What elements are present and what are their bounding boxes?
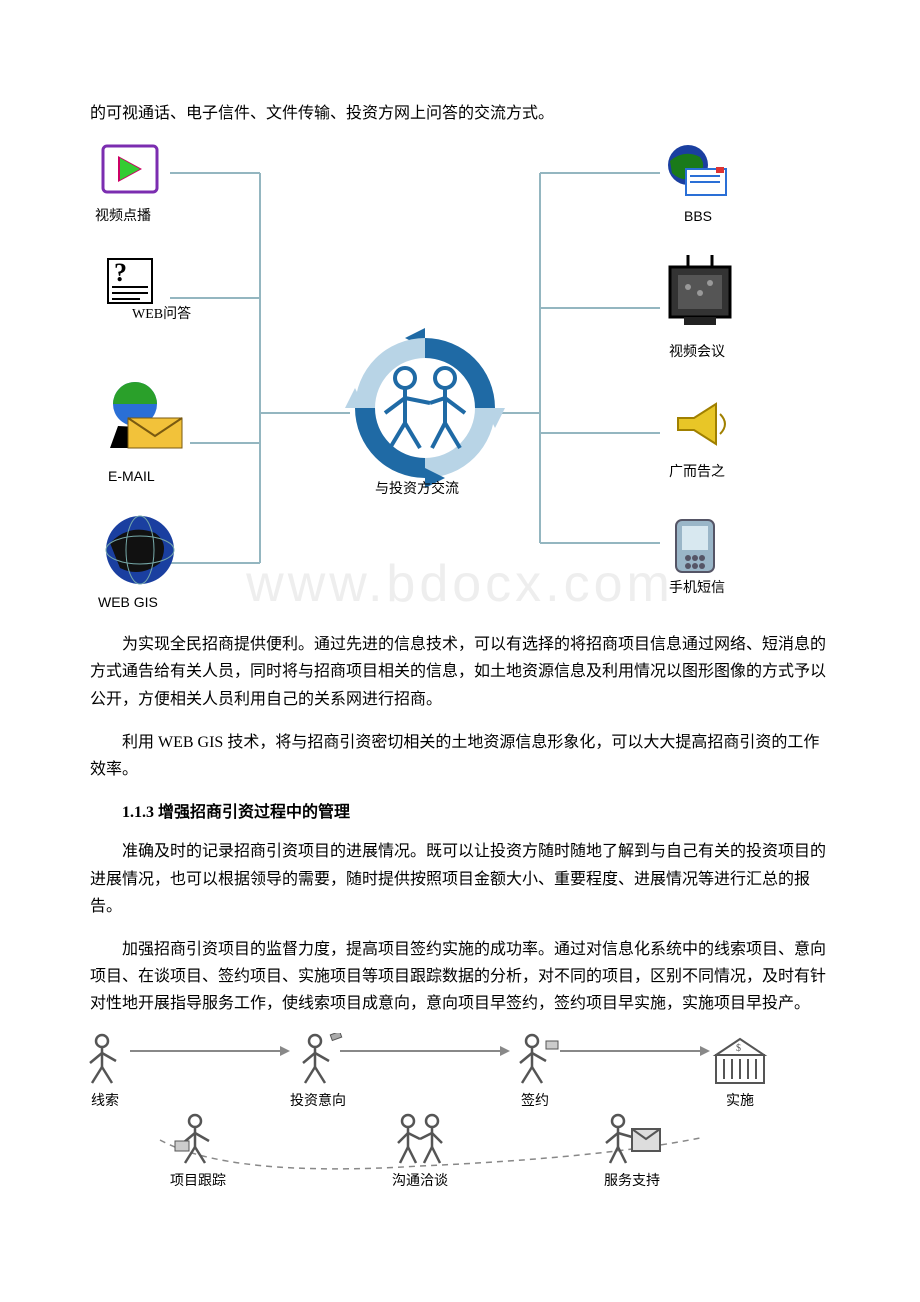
web-qa-label: WEB问答	[132, 303, 191, 327]
center-label: 与投资方交流	[375, 478, 459, 502]
email-label: E-MAIL	[108, 465, 155, 489]
webgis-icon	[100, 513, 180, 587]
process-impl-label: 实施	[710, 1090, 770, 1114]
center-figure	[340, 323, 510, 502]
video-conf-label: 视频会议	[669, 341, 725, 365]
para-mgmt2: 加强招商引资项目的监督力度，提高项目签约实施的成功率。通过对信息化系统中的线索项…	[90, 936, 830, 1018]
para-mgmt1: 准确及时的记录招商引资项目的进展情况。既可以让投资方随时随地了解到与自己有关的投…	[90, 838, 830, 920]
process-impl: $ 实施	[710, 1033, 770, 1114]
process-talk-label: 沟通洽谈	[390, 1170, 450, 1194]
process-lead-label: 线索	[80, 1090, 130, 1114]
section-heading: 1.1.3 增强招商引资过程中的管理	[90, 799, 830, 826]
para-mid1: 为实现全民招商提供便利。通过先进的信息技术，可以有选择的将招商项目信息通过网络、…	[90, 631, 830, 713]
process-intent-label: 投资意向	[290, 1090, 346, 1114]
sms-label: 手机短信	[669, 577, 725, 601]
process-diagram: 线索 投资意向 签约 $ 实施项目跟踪 沟通洽谈 服务支持	[70, 1033, 810, 1193]
process-talk: 沟通洽谈	[390, 1113, 450, 1194]
process-support: 服务支持	[600, 1113, 664, 1194]
sms-icon	[670, 518, 720, 574]
process-intent: 投资意向	[290, 1033, 346, 1114]
svg-text:$: $	[736, 1043, 741, 1054]
video-play-label: 视频点播	[95, 205, 151, 229]
svg-text:?: ?	[114, 258, 127, 287]
process-lead: 线索	[80, 1033, 130, 1114]
process-sign: 签约	[510, 1033, 560, 1114]
communication-diagram: 与投资方交流 视频点播 ? WEB问答 E-MAIL WEB GIS BBS 视…	[90, 143, 760, 623]
bbs-icon	[660, 143, 730, 199]
process-support-label: 服务支持	[600, 1170, 664, 1194]
email-icon	[100, 378, 190, 458]
video-conf-icon	[660, 253, 740, 335]
process-sign-label: 签约	[510, 1090, 560, 1114]
process-track-label: 项目跟踪	[170, 1170, 226, 1194]
process-track: 项目跟踪	[170, 1113, 226, 1194]
video-play-icon	[100, 143, 160, 199]
broadcast-icon	[670, 398, 736, 454]
web-qa-icon: ?	[100, 253, 160, 309]
webgis-label: WEB GIS	[98, 591, 158, 615]
para-top: 的可视通话、电子信件、文件传输、投资方网上问答的交流方式。	[90, 100, 830, 127]
page-content: 的可视通话、电子信件、文件传输、投资方网上问答的交流方式。	[90, 100, 830, 1193]
para-mid2: 利用 WEB GIS 技术，将与招商引资密切相关的土地资源信息形象化，可以大大提…	[90, 729, 830, 783]
broadcast-label: 广而告之	[669, 461, 725, 485]
bbs-label: BBS	[684, 205, 712, 229]
